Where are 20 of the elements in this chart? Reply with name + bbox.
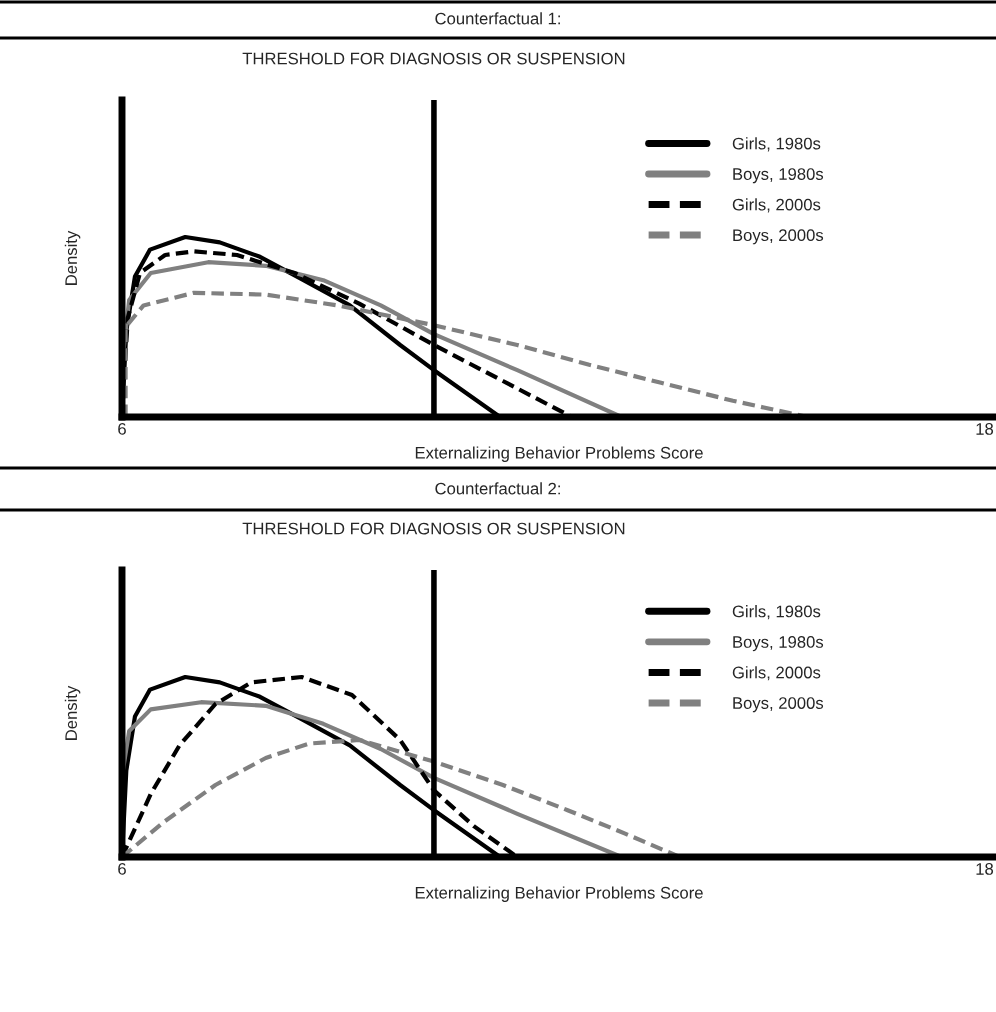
- legend-label: Girls, 2000s: [732, 198, 821, 213]
- x-axis-title: Externalizing Behavior Problems Score: [415, 886, 703, 902]
- x-axis-title: Externalizing Behavior Problems Score: [415, 446, 703, 462]
- legend-label: Boys, 2000s: [733, 229, 824, 245]
- ref-line-label: THRESHOLD FOR DIAGNOSIS OR SUSPENSION: [242, 52, 625, 65]
- legend-label: Girls, 1980s: [732, 137, 821, 152]
- x-tick-label: 6: [118, 863, 126, 875]
- legend-label: Boys, 1980s: [733, 636, 824, 652]
- x-tick-label: 18: [976, 863, 994, 875]
- y-axis-title: Density: [64, 685, 81, 740]
- legend-label: Girls, 1980s: [732, 605, 821, 620]
- legend-label: Girls, 2000s: [732, 666, 821, 681]
- x-tick-label: 18: [976, 423, 994, 435]
- x-tick-label: 6: [118, 423, 126, 435]
- legend-label: Boys, 1980s: [733, 168, 824, 184]
- chart-title: Counterfactual 1:: [435, 12, 560, 25]
- ref-line-label: THRESHOLD FOR DIAGNOSIS OR SUSPENSION: [242, 522, 625, 535]
- legend-label: Boys, 2000s: [733, 697, 824, 713]
- chart-title: Counterfactual 2:: [435, 482, 560, 495]
- y-axis-title: Density: [64, 230, 81, 285]
